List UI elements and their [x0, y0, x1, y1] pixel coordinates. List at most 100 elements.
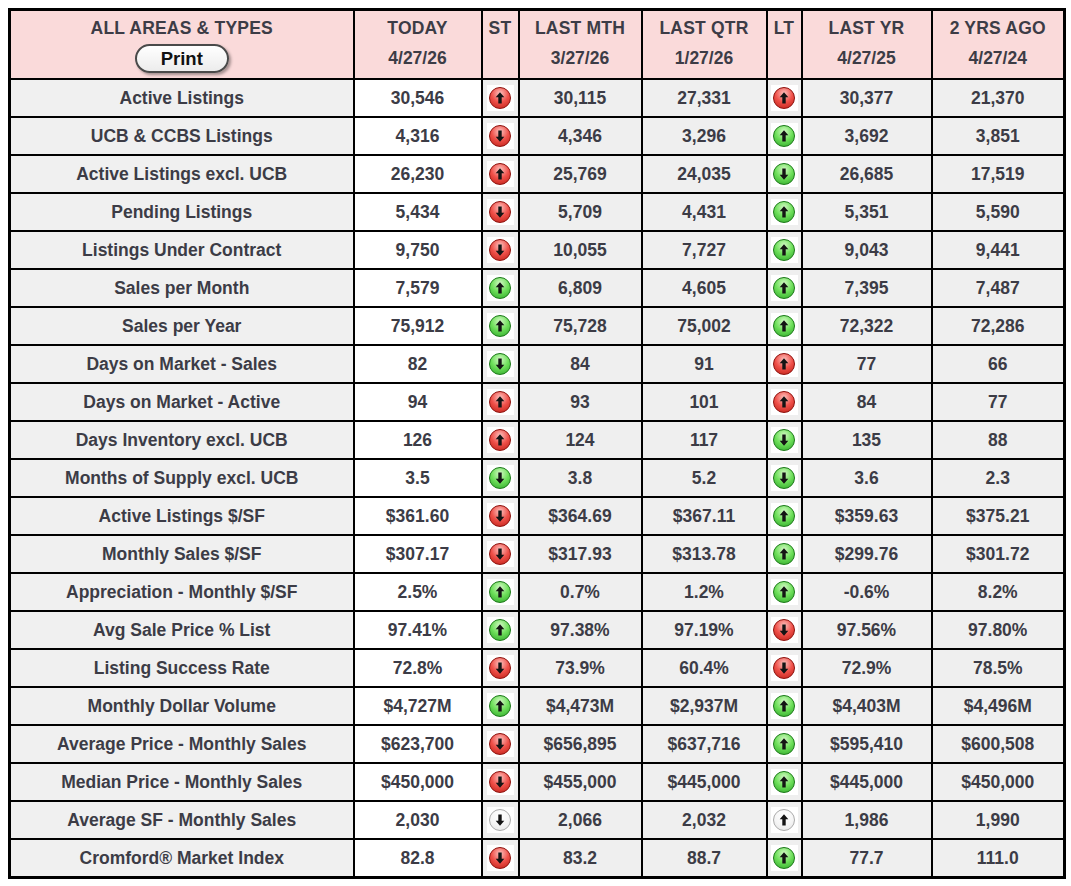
trend-down-icon	[771, 427, 798, 453]
last-mth-value-cell: $4,473M	[519, 687, 642, 725]
trend-down-icon	[487, 503, 514, 529]
table-row: Monthly Sales $/SF$307.17$317.93$313.78$…	[10, 535, 1065, 573]
today-value-cell: 9,750	[354, 231, 482, 269]
column-date: 4/27/26	[355, 44, 481, 73]
today-value-cell: $623,700	[354, 725, 482, 763]
st-trend-cell	[482, 459, 519, 497]
two-yrs-ago-value-cell: 78.5%	[932, 649, 1065, 687]
two-yrs-ago-value-cell: 77	[932, 383, 1065, 421]
trend-orb-red	[773, 87, 795, 109]
lt-trend-cell	[767, 307, 802, 345]
trend-down-icon	[487, 807, 514, 833]
last-qtr-value-cell: $367.11	[642, 497, 767, 535]
today-value-cell: 4,316	[354, 117, 482, 155]
trend-orb-red	[489, 505, 511, 527]
last-qtr-value-cell: 4,605	[642, 269, 767, 307]
column-header-last-qtr: LAST QTR 1/27/26	[642, 10, 767, 80]
table-row: Active Listings $/SF$361.60$364.69$367.1…	[10, 497, 1065, 535]
trend-orb-green	[773, 429, 795, 451]
two-yrs-ago-value-cell: 97.80%	[932, 611, 1065, 649]
last-qtr-value-cell: 97.19%	[642, 611, 767, 649]
two-yrs-ago-value-cell: $450,000	[932, 763, 1065, 801]
table-row: Sales per Month7,5796,8094,6057,3957,487	[10, 269, 1065, 307]
trend-orb-red	[489, 391, 511, 413]
last-mth-value-cell: $364.69	[519, 497, 642, 535]
last-yr-value-cell: 84	[802, 383, 932, 421]
st-trend-cell	[482, 763, 519, 801]
cromford-market-summary-page: ALL AREAS & TYPES Print TODAY 4/27/26 ST…	[0, 0, 1071, 886]
table-row: Cromford® Market Index82.883.288.777.711…	[10, 839, 1065, 878]
today-value-cell: 94	[354, 383, 482, 421]
trend-orb-green	[773, 163, 795, 185]
print-button[interactable]: Print	[135, 44, 229, 73]
last-qtr-value-cell: 24,035	[642, 155, 767, 193]
last-mth-value-cell: 25,769	[519, 155, 642, 193]
last-mth-value-cell: 3.8	[519, 459, 642, 497]
two-yrs-ago-value-cell: 21,370	[932, 79, 1065, 117]
trend-down-icon	[487, 237, 514, 263]
row-label-cell: Median Price - Monthly Sales	[10, 763, 354, 801]
trend-orb-red	[489, 429, 511, 451]
last-qtr-value-cell: 3,296	[642, 117, 767, 155]
trend-orb-red	[773, 353, 795, 375]
today-value-cell: 82.8	[354, 839, 482, 878]
row-label-cell: UCB & CCBS Listings	[10, 117, 354, 155]
table-row: Appreciation - Monthly $/SF2.5%0.7%1.2%-…	[10, 573, 1065, 611]
last-mth-value-cell: 5,709	[519, 193, 642, 231]
two-yrs-ago-value-cell: 9,441	[932, 231, 1065, 269]
trend-down-icon	[487, 541, 514, 567]
two-yrs-ago-value-cell: 1,990	[932, 801, 1065, 839]
table-row: Active Listings excl. UCB26,23025,76924,…	[10, 155, 1065, 193]
last-yr-value-cell: $445,000	[802, 763, 932, 801]
lt-trend-cell	[767, 687, 802, 725]
trend-orb-green	[773, 277, 795, 299]
st-trend-cell	[482, 497, 519, 535]
st-trend-cell	[482, 725, 519, 763]
column-label: ST	[483, 13, 518, 44]
last-mth-value-cell: 4,346	[519, 117, 642, 155]
lt-trend-cell	[767, 421, 802, 459]
last-yr-value-cell: 30,377	[802, 79, 932, 117]
row-label-cell: Pending Listings	[10, 193, 354, 231]
row-label-cell: Listing Success Rate	[10, 649, 354, 687]
last-qtr-value-cell: $313.78	[642, 535, 767, 573]
trend-up-icon	[771, 731, 798, 757]
trend-up-icon	[771, 313, 798, 339]
trend-down-icon	[487, 199, 514, 225]
lt-trend-cell	[767, 117, 802, 155]
last-yr-value-cell: $299.76	[802, 535, 932, 573]
trend-up-icon	[487, 275, 514, 301]
row-label-cell: Monthly Dollar Volume	[10, 687, 354, 725]
trend-orb-green	[773, 695, 795, 717]
trend-up-icon	[487, 313, 514, 339]
last-yr-value-cell: 5,351	[802, 193, 932, 231]
last-yr-value-cell: $4,403M	[802, 687, 932, 725]
today-value-cell: 2.5%	[354, 573, 482, 611]
trend-orb-green	[773, 239, 795, 261]
st-trend-cell	[482, 801, 519, 839]
today-value-cell: 3.5	[354, 459, 482, 497]
market-summary-table: ALL AREAS & TYPES Print TODAY 4/27/26 ST…	[8, 8, 1066, 879]
trend-orb-red	[489, 163, 511, 185]
st-trend-cell	[482, 839, 519, 878]
trend-up-icon	[771, 579, 798, 605]
trend-orb-red	[489, 733, 511, 755]
trend-orb-red	[489, 847, 511, 869]
last-mth-value-cell: $317.93	[519, 535, 642, 573]
last-yr-value-cell: 72.9%	[802, 649, 932, 687]
lt-trend-cell	[767, 459, 802, 497]
last-mth-value-cell: 84	[519, 345, 642, 383]
trend-orb-red	[489, 87, 511, 109]
trend-up-icon	[771, 845, 798, 871]
trend-up-icon	[487, 579, 514, 605]
trend-down-icon	[487, 731, 514, 757]
today-value-cell: $450,000	[354, 763, 482, 801]
table-row: Active Listings30,54630,11527,33130,3772…	[10, 79, 1065, 117]
trend-up-icon	[771, 541, 798, 567]
row-label-cell: Average Price - Monthly Sales	[10, 725, 354, 763]
trend-down-icon	[771, 617, 798, 643]
last-mth-value-cell: 10,055	[519, 231, 642, 269]
trend-orb-green	[489, 619, 511, 641]
trend-orb-green	[489, 277, 511, 299]
last-mth-value-cell: 30,115	[519, 79, 642, 117]
